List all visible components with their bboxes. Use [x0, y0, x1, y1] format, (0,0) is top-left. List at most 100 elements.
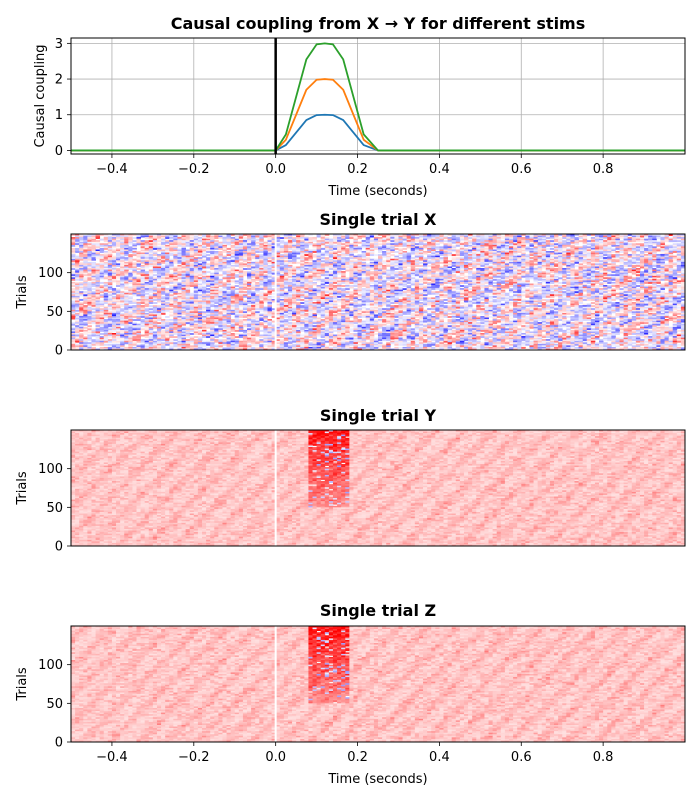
heatmap-cell — [488, 292, 494, 295]
heatmap-cell — [197, 252, 203, 255]
heatmap-cell — [431, 292, 436, 295]
heatmap-cell — [320, 240, 326, 243]
heatmap-cell — [639, 238, 645, 241]
heatmap-cell — [296, 252, 301, 255]
heatmap-cell — [418, 275, 424, 278]
heatmap-cell — [296, 243, 301, 246]
heatmap-cell — [324, 254, 330, 257]
heatmap-cell — [607, 252, 612, 255]
heatmap-cell — [619, 288, 624, 291]
heatmap-cell — [476, 241, 481, 244]
heatmap-cell — [680, 252, 686, 255]
heatmap-cell — [529, 277, 534, 280]
heatmap-cell — [349, 257, 354, 260]
heatmap-cell — [124, 272, 129, 275]
heatmap-cell — [545, 252, 551, 255]
heatmap-cell — [79, 252, 84, 255]
heatmap-cell — [173, 238, 178, 241]
heatmap-cell — [480, 235, 485, 238]
heatmap-cell — [337, 241, 342, 244]
heatmap-cell — [390, 244, 395, 247]
heatmap-cell — [304, 252, 309, 255]
coupling-y-tick-label: 1 — [55, 108, 63, 123]
heatmap-cell — [161, 254, 166, 257]
heatmap-cell — [418, 258, 424, 261]
heatmap-cell — [226, 251, 232, 253]
heatmap-cell — [136, 240, 141, 243]
heatmap-cell — [206, 240, 211, 243]
heatmap-cell — [181, 235, 187, 238]
heatmap-cell — [472, 235, 477, 238]
heatmap-cell — [152, 247, 158, 250]
heatmap-cell — [324, 286, 330, 289]
heatmap-cell — [582, 240, 588, 243]
heatmap-cell — [558, 252, 563, 255]
heatmap-cell — [128, 240, 133, 243]
heatmap-cell — [230, 238, 236, 241]
heatmap-cell — [676, 254, 682, 257]
heatmap-cell — [427, 272, 432, 275]
heatmap-cell — [599, 241, 604, 244]
heatmap-cell — [459, 237, 465, 240]
heatmap-cell — [71, 268, 76, 270]
heatmap-cell — [181, 241, 187, 244]
heatmap-cell — [296, 257, 301, 260]
heatmap-cell — [627, 291, 633, 294]
heatmap-cell — [680, 246, 686, 249]
heatmap-cell — [484, 246, 489, 249]
heatmap-cell — [103, 252, 109, 255]
heatmap-cell — [283, 254, 289, 257]
heatmap-cell — [300, 254, 305, 257]
heatmap-cell — [656, 243, 661, 246]
heatmap-cell — [111, 235, 117, 238]
heatmap-cell — [185, 234, 191, 236]
heatmap-cell — [562, 252, 567, 255]
heatmap-cell — [181, 244, 187, 247]
heatmap-cell — [513, 238, 518, 241]
heatmap-cell — [345, 288, 350, 291]
heatmap-cell — [152, 274, 158, 277]
heatmap-cell — [83, 247, 88, 250]
heatmap-cell — [439, 283, 444, 286]
heatmap-cell — [238, 247, 244, 250]
heatmap-cell — [206, 234, 211, 236]
heatmap-cell — [83, 255, 88, 258]
heatmap-cell — [107, 247, 113, 250]
heatmap-cell — [304, 241, 309, 244]
heatmap-cell — [296, 240, 301, 243]
heatmap-cell — [427, 264, 432, 267]
heatmap-cell — [251, 251, 256, 253]
heatmap-cell — [341, 235, 346, 238]
heatmap-cell — [222, 237, 227, 240]
heatmap-cell — [594, 260, 600, 263]
heatmap-cell — [652, 272, 657, 275]
heatmap-cell — [165, 234, 170, 236]
heatmap-cell — [71, 255, 76, 258]
heatmap-cell — [206, 254, 211, 257]
heatmap-cell — [83, 246, 88, 249]
heatmap-cell — [287, 275, 293, 278]
heatmap-cell — [447, 243, 453, 246]
heatmap-cell — [87, 258, 92, 261]
heatmap-cell — [75, 247, 80, 250]
heatmap-cell — [615, 235, 620, 238]
heatmap-cell — [214, 246, 219, 249]
heatmap-cell — [120, 246, 125, 249]
heatmap-cell — [414, 252, 420, 255]
heatmap-cell — [508, 244, 514, 247]
heatmap-cell — [603, 234, 608, 236]
heatmap-cell — [103, 246, 109, 249]
heatmap-cell — [541, 244, 547, 247]
heatmap-cell — [488, 249, 494, 252]
heatmap-cell — [259, 235, 264, 238]
heatmap-cell — [201, 241, 207, 244]
heatmap-cell — [197, 291, 203, 294]
heatmap-cell — [267, 246, 272, 249]
heatmap-cell — [660, 246, 665, 249]
heatmap-cell — [570, 274, 575, 277]
heatmap-cell — [496, 237, 502, 240]
heatmap-cell — [316, 280, 322, 283]
heatmap-cell — [230, 237, 236, 240]
heatmap-cell — [476, 246, 481, 249]
heatmap-cell — [107, 246, 113, 249]
